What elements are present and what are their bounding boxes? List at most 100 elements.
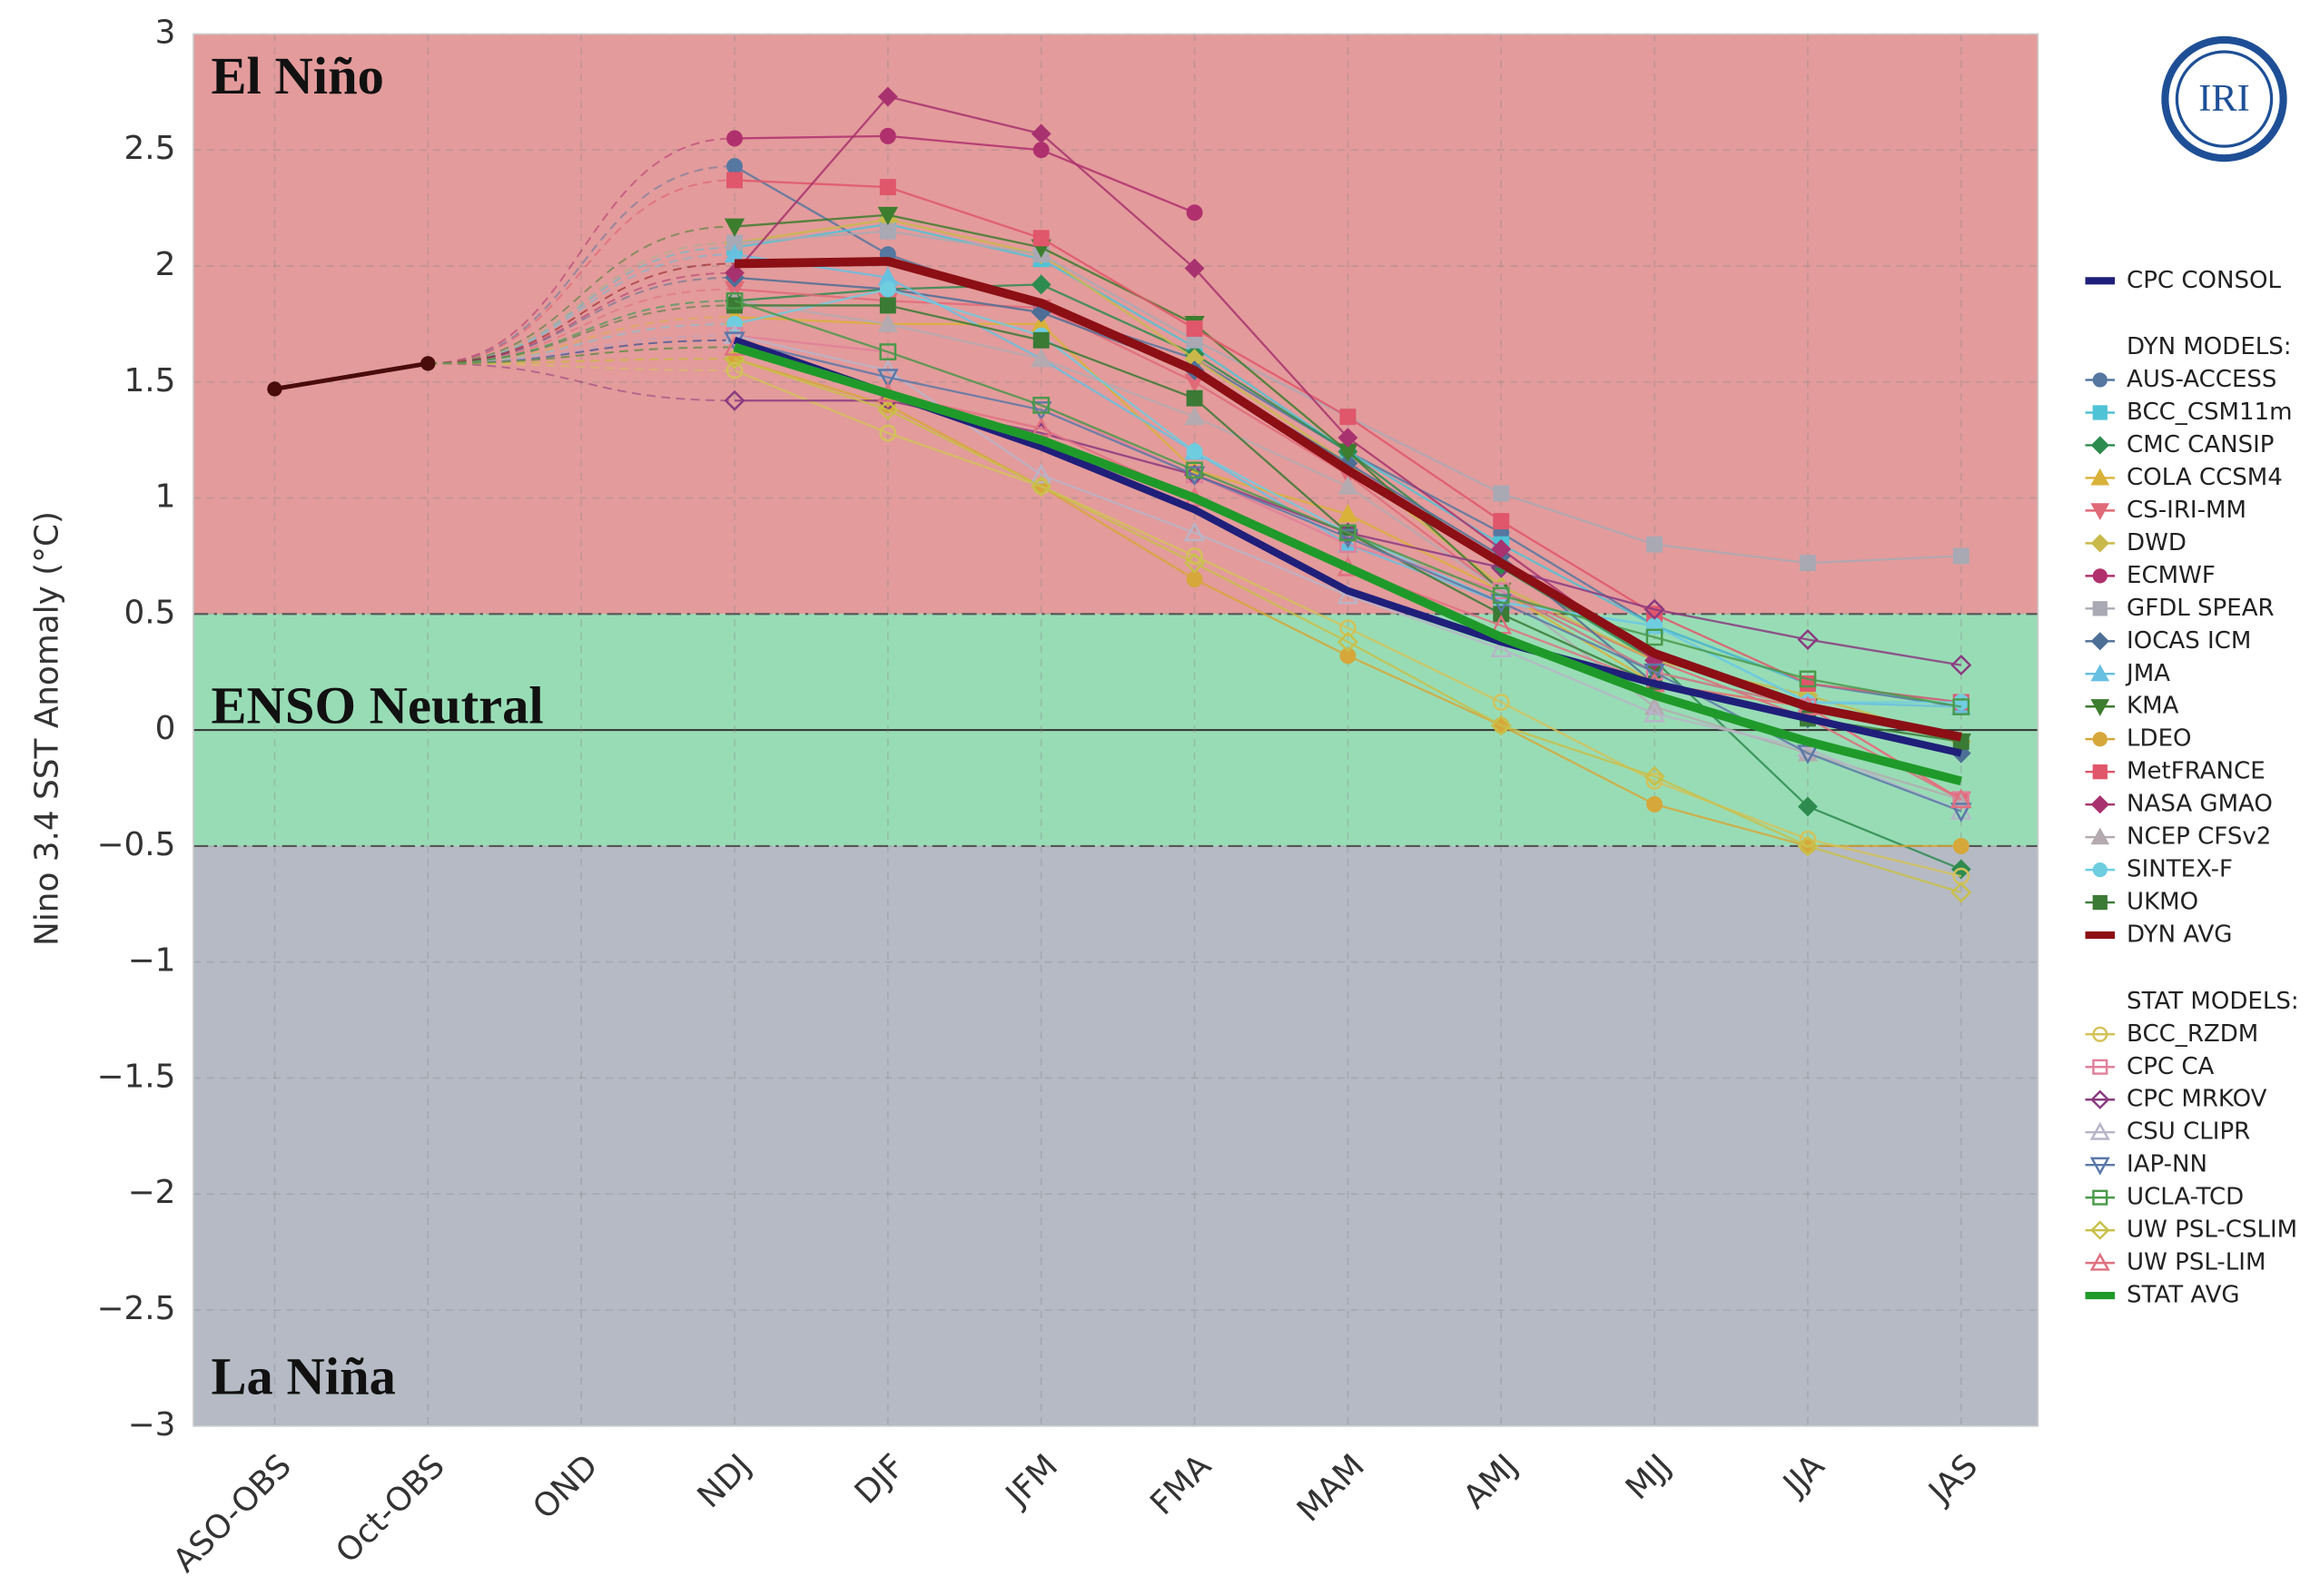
logo-ring	[2175, 50, 2274, 148]
marker	[1339, 647, 1357, 665]
forecast-connector	[428, 262, 735, 365]
plot-area: El Niño ENSO Neutral La Niña	[193, 33, 2039, 1427]
marker	[2090, 632, 2109, 651]
marker	[2092, 1189, 2108, 1206]
legend-label: IAP-NN	[2127, 1151, 2207, 1178]
marker	[1490, 714, 1512, 736]
marker	[2092, 601, 2108, 616]
x-tick-label: MJJ	[1619, 1447, 1679, 1507]
legend-label: BCC_RZDM	[2127, 1020, 2258, 1048]
marker	[1797, 628, 1819, 650]
marker	[2092, 764, 2108, 780]
y-tick-label: 1	[155, 478, 176, 516]
marker	[1031, 476, 1052, 498]
marker	[2090, 468, 2110, 486]
legend-label: CPC MRKOV	[2127, 1086, 2267, 1113]
marker	[1646, 795, 1663, 813]
legend-label: CS-IRI-MM	[2127, 497, 2246, 524]
marker	[1339, 619, 1357, 637]
marker	[1950, 788, 1972, 809]
marker	[1493, 513, 1510, 530]
legend-label: MetFRANCE	[2127, 758, 2266, 785]
series-lines	[267, 86, 1972, 903]
legend-label: COLA CCSM4	[2127, 464, 2283, 491]
marker	[2092, 732, 2108, 747]
forecast-connector	[428, 137, 735, 365]
legend-label: CMC CANSIP	[2127, 431, 2274, 458]
marker	[1186, 461, 1203, 479]
marker	[1799, 670, 1817, 688]
marker	[1952, 547, 1970, 565]
marker	[2092, 1026, 2108, 1042]
marker	[1952, 837, 1970, 854]
y-tick-label: −0.5	[96, 826, 175, 863]
x-tick-label: JJA	[1775, 1447, 1832, 1504]
marker	[879, 281, 896, 298]
marker	[1952, 698, 1970, 715]
legend: CPC CONSOL DYN MODELS: AUS-ACCESS BCC_CSM11…	[2085, 267, 2299, 1309]
marker	[2090, 1220, 2110, 1240]
marker	[1186, 443, 1203, 460]
marker	[1644, 765, 1665, 787]
x-tick-label: JAS	[1920, 1447, 1985, 1512]
marker	[1338, 428, 1358, 448]
marker	[877, 86, 898, 107]
marker	[1186, 571, 1203, 587]
marker	[1950, 882, 1972, 903]
marker	[2092, 405, 2108, 420]
x-tick-label: OND	[526, 1447, 605, 1526]
observed-line	[274, 360, 429, 391]
logo-ring	[2161, 35, 2287, 163]
marker	[2089, 1121, 2110, 1140]
marker	[1339, 524, 1357, 542]
marker	[1493, 606, 1510, 623]
marker	[1032, 230, 1050, 247]
marker	[1644, 702, 1665, 723]
marker	[2090, 664, 2110, 682]
marker	[724, 218, 745, 238]
legend-label: NASA GMAO	[2127, 791, 2273, 818]
marker	[2092, 568, 2108, 584]
marker	[879, 127, 896, 144]
y-tick-label: 2.5	[123, 130, 175, 167]
forecast-connector	[428, 362, 735, 402]
average-line	[734, 257, 1962, 742]
marker	[1186, 204, 1203, 222]
marker	[724, 389, 745, 411]
legend-label: IOCAS ICM	[2127, 627, 2251, 655]
marker	[2092, 372, 2108, 388]
marker	[1493, 485, 1510, 502]
marker	[2089, 1157, 2110, 1176]
forecast-connector	[428, 271, 735, 365]
marker	[1337, 631, 1358, 653]
legend-label: DYN AVG	[2127, 921, 2232, 949]
marker	[1184, 552, 1206, 574]
marker	[2090, 503, 2110, 521]
y-axis-title: Nino 3.4 SST Anomaly (°C)	[28, 511, 65, 946]
y-tick-label: −2	[128, 1174, 176, 1211]
forecast-connector	[428, 179, 735, 365]
series-line	[734, 300, 1961, 708]
marker	[1490, 637, 1513, 658]
x-tick-label: ASO-OBS	[166, 1447, 299, 1580]
legend-label: CPC CONSOL	[2127, 267, 2281, 294]
marker	[1797, 737, 1819, 757]
marker	[879, 179, 896, 196]
marker	[1186, 320, 1203, 337]
y-tick-label: 3	[155, 14, 176, 51]
marker	[1950, 803, 1972, 823]
marker	[1952, 694, 1970, 711]
marker	[1183, 521, 1206, 542]
marker	[1184, 406, 1205, 426]
series-line	[734, 358, 1962, 894]
marker	[1644, 598, 1665, 620]
marker	[879, 297, 896, 314]
legend-label: SINTEX-F	[2127, 856, 2233, 883]
marker	[877, 399, 899, 420]
marker	[1339, 409, 1357, 426]
zone	[193, 845, 2039, 1426]
forecast-connector	[428, 346, 735, 365]
y-tick-label: −2.5	[96, 1290, 175, 1327]
legend-label: DWD	[2127, 529, 2187, 557]
